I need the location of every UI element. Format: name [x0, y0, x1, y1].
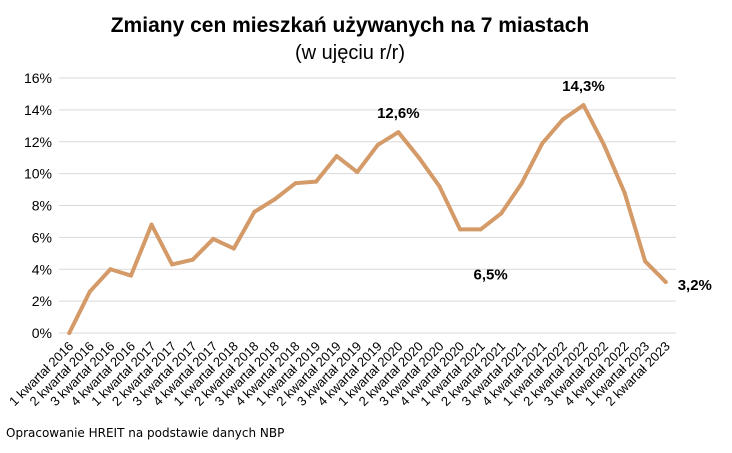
data-point — [478, 227, 483, 232]
data-point — [108, 267, 113, 272]
y-tick-label: 2% — [32, 293, 52, 309]
data-point — [67, 331, 72, 335]
data-point — [314, 179, 319, 184]
data-point — [149, 222, 154, 227]
data-point — [499, 211, 504, 216]
series-line — [67, 103, 668, 335]
data-point — [272, 197, 277, 202]
y-axis-ticks: 0% 2% 4% 6% 8% 10% 12% 14% 16% — [24, 70, 52, 341]
gridlines — [59, 77, 676, 334]
source-note: Opracowanie HREIT na podstawie danych NB… — [6, 426, 285, 440]
data-point — [211, 236, 216, 241]
data-point — [252, 209, 257, 214]
y-tick-label: 6% — [32, 229, 52, 245]
data-label: 14,3% — [562, 78, 605, 95]
y-tick-label: 4% — [32, 261, 52, 277]
data-point — [190, 257, 195, 262]
data-point — [663, 280, 668, 284]
data-point — [622, 190, 627, 195]
data-point — [540, 141, 545, 146]
chart-title: Zmiany cen mieszkań używanych na 7 miast… — [110, 14, 590, 37]
data-label: 6,5% — [474, 266, 508, 283]
data-point — [519, 181, 524, 186]
series-polyline — [67, 103, 668, 335]
data-point — [437, 184, 442, 189]
data-point — [643, 259, 648, 264]
data-point — [231, 246, 236, 251]
data-point — [293, 181, 298, 186]
y-tick-label: 0% — [32, 325, 52, 341]
data-point — [416, 155, 421, 160]
data-label: 3,2% — [678, 277, 712, 294]
y-tick-label: 8% — [32, 198, 52, 214]
data-label: 12,6% — [377, 105, 420, 122]
data-point — [334, 154, 339, 159]
y-tick-label: 16% — [24, 70, 52, 86]
data-point — [128, 273, 133, 278]
y-tick-label: 12% — [24, 134, 52, 150]
data-point — [458, 227, 463, 232]
data-point — [87, 289, 92, 294]
chart-subtitle: (w ujęciu r/r) — [294, 42, 405, 64]
data-labels: 12,6% 6,5% 14,3% 3,2% — [377, 78, 712, 294]
data-point — [396, 130, 401, 135]
y-tick-label: 10% — [24, 166, 52, 182]
data-point — [602, 142, 607, 147]
data-point — [355, 170, 360, 175]
data-point — [375, 142, 380, 147]
data-point — [581, 103, 586, 108]
data-point — [560, 117, 565, 122]
data-point — [170, 262, 175, 267]
y-tick-label: 14% — [24, 102, 52, 118]
